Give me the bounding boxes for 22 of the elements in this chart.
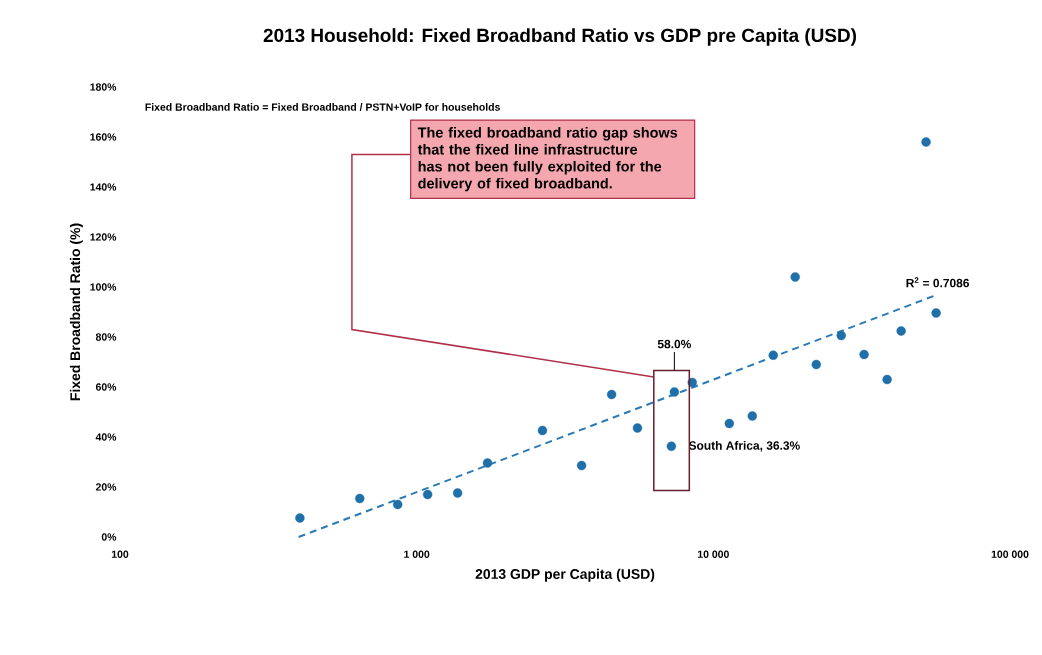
y-tick-label: 60% <box>95 383 117 391</box>
y-tick-label: 0% <box>101 533 117 541</box>
annotation: R$^{2}$ = 0.7086 <box>906 277 970 288</box>
text: Fixed Broadband Ratio = Fixed Broadband / PSTN+VoIP for households <box>145 103 500 111</box>
y-tick-label: 160% <box>90 133 117 141</box>
chart-title: 2013 Household: Fixed Broadband Ratio vs GDP pre Capita (USD) <box>263 28 856 46</box>
y-tick-label: 40% <box>95 433 117 441</box>
y-tick-label: 120% <box>90 233 117 241</box>
y-tick-label: 100% <box>90 283 117 291</box>
y-tick-label: 20% <box>95 483 117 491</box>
annotation: The fixed broadband ratio gap shows that the fixed line infrastructure has not been fully exploited for the delivery of fixed broadband. <box>417 127 678 192</box>
x-tick-label: 10 000 <box>698 550 729 558</box>
annotation: 58.0% <box>657 339 691 349</box>
y-tick-label: 180% <box>90 83 117 91</box>
x-tick-label: 100 <box>111 550 129 558</box>
x-axis-title: 2013 GDP per Capita (USD) <box>475 568 655 582</box>
x-tick-label: 100 000 <box>991 550 1029 558</box>
y-axis-title: Fixed Broadband Ratio (%) <box>69 223 83 401</box>
y-tick-label: 140% <box>90 183 117 191</box>
x-tick-label: 1 000 <box>404 550 430 558</box>
y-tick-label: 80% <box>95 333 117 341</box>
annotation: South Africa, 36.3% <box>688 441 800 452</box>
